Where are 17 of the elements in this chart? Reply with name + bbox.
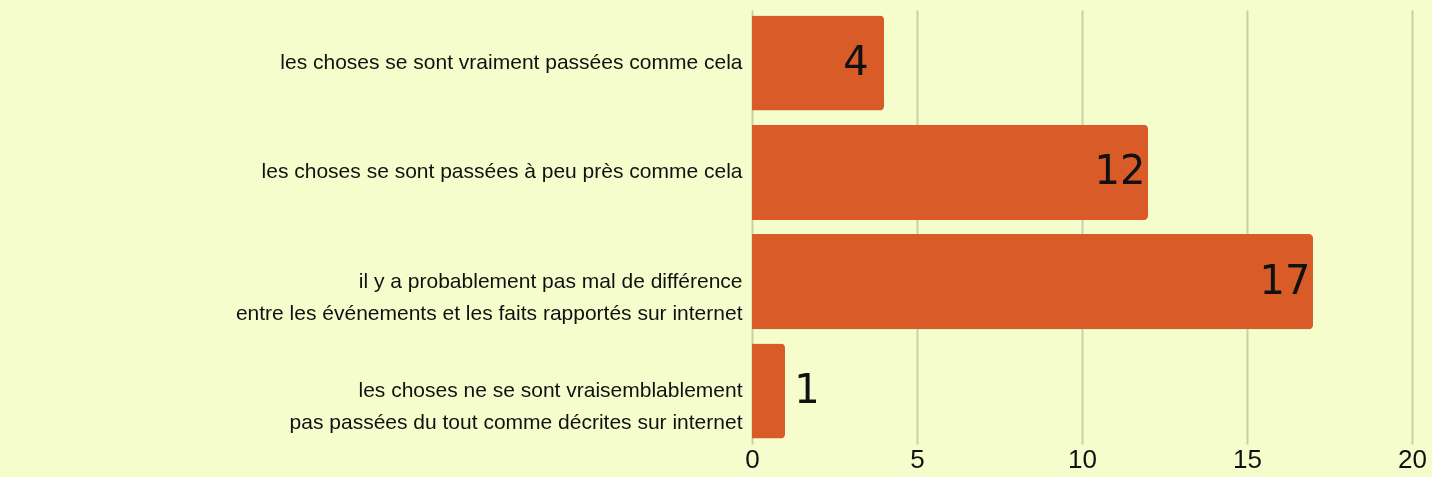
- bar: [752, 343, 785, 439]
- data-label: 12: [1094, 147, 1146, 194]
- y-tick-label: les choses se sont passées à peu près comme cela: [261, 159, 743, 183]
- y-tick-label: il y a probablement pas mal de différence entre les événements et les faits rapportés sur internet: [235, 268, 743, 324]
- bar: [752, 124, 1148, 220]
- x-tick-label: 15: [1233, 443, 1262, 474]
- x-tick-label: 5: [910, 443, 925, 474]
- data-label: 1: [794, 365, 820, 412]
- x-tick-label: 20: [1398, 443, 1427, 474]
- y-tick-label: les choses se sont vraiment passées comme cela: [280, 50, 743, 74]
- x-tick-label: 10: [1068, 443, 1097, 474]
- data-label: 17: [1259, 256, 1311, 303]
- bar: [752, 15, 884, 111]
- bar: [752, 234, 1313, 330]
- x-tick-label: 0: [745, 443, 760, 474]
- data-label: 4: [843, 38, 869, 85]
- y-tick-label: les choses ne se sont vraisemblablement pas passées du tout comme décrites sur internet: [289, 377, 743, 433]
